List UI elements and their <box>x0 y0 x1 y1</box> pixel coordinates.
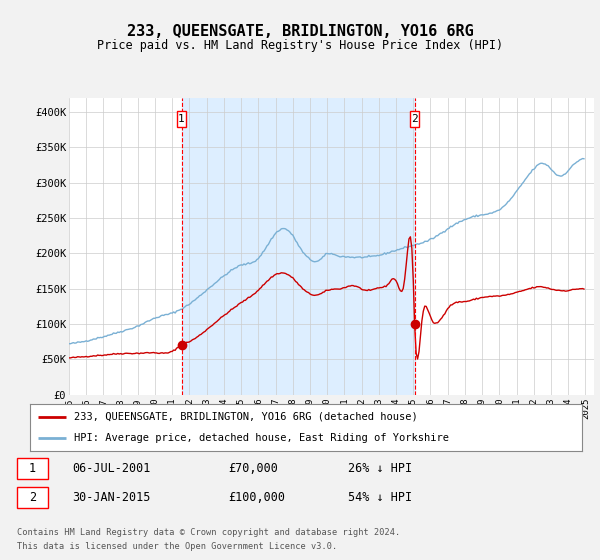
Text: HPI: Average price, detached house, East Riding of Yorkshire: HPI: Average price, detached house, East… <box>74 433 449 444</box>
Bar <box>182 98 415 395</box>
FancyBboxPatch shape <box>177 111 187 127</box>
FancyBboxPatch shape <box>17 458 48 479</box>
Text: 2: 2 <box>411 114 418 124</box>
FancyBboxPatch shape <box>410 111 419 127</box>
Text: 06-JUL-2001: 06-JUL-2001 <box>72 462 151 475</box>
FancyBboxPatch shape <box>17 487 48 508</box>
Text: 54% ↓ HPI: 54% ↓ HPI <box>348 491 412 504</box>
Text: This data is licensed under the Open Government Licence v3.0.: This data is licensed under the Open Gov… <box>17 542 337 551</box>
Text: Price paid vs. HM Land Registry's House Price Index (HPI): Price paid vs. HM Land Registry's House … <box>97 39 503 52</box>
Text: 30-JAN-2015: 30-JAN-2015 <box>72 491 151 504</box>
Text: £70,000: £70,000 <box>228 462 278 475</box>
Text: 2: 2 <box>29 491 36 504</box>
Text: 26% ↓ HPI: 26% ↓ HPI <box>348 462 412 475</box>
Text: 1: 1 <box>29 462 36 475</box>
Text: 233, QUEENSGATE, BRIDLINGTON, YO16 6RG (detached house): 233, QUEENSGATE, BRIDLINGTON, YO16 6RG (… <box>74 412 418 422</box>
Text: 233, QUEENSGATE, BRIDLINGTON, YO16 6RG: 233, QUEENSGATE, BRIDLINGTON, YO16 6RG <box>127 24 473 39</box>
Text: 1: 1 <box>178 114 185 124</box>
Text: Contains HM Land Registry data © Crown copyright and database right 2024.: Contains HM Land Registry data © Crown c… <box>17 528 400 536</box>
Text: £100,000: £100,000 <box>228 491 285 504</box>
